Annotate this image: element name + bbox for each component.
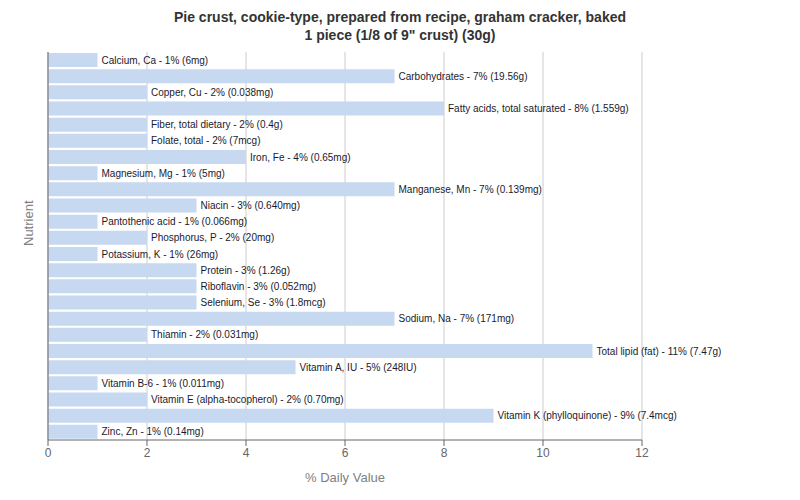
svg-text:Zinc, Zn - 1% (0.14mg): Zinc, Zn - 1% (0.14mg) (102, 426, 204, 437)
svg-text:Pantothenic acid - 1% (0.066mg: Pantothenic acid - 1% (0.066mg) (102, 216, 248, 227)
svg-text:Copper, Cu - 2% (0.038mg): Copper, Cu - 2% (0.038mg) (151, 87, 273, 98)
svg-text:4: 4 (243, 446, 250, 460)
svg-text:Total lipid (fat) - 11% (7.47g: Total lipid (fat) - 11% (7.47g) (597, 346, 722, 357)
svg-text:8: 8 (441, 446, 448, 460)
svg-text:Fiber, total dietary - 2% (0.4: Fiber, total dietary - 2% (0.4g) (151, 119, 283, 130)
svg-text:Folate, total - 2% (7mcg): Folate, total - 2% (7mcg) (151, 135, 260, 146)
svg-text:Protein - 3% (1.26g): Protein - 3% (1.26g) (201, 265, 291, 276)
svg-text:Sodium, Na - 7% (171mg): Sodium, Na - 7% (171mg) (399, 313, 515, 324)
svg-text:% Daily Value: % Daily Value (305, 470, 385, 485)
svg-text:Manganese, Mn - 7% (0.139mg): Manganese, Mn - 7% (0.139mg) (399, 184, 542, 195)
svg-text:Calcium, Ca - 1% (6mg): Calcium, Ca - 1% (6mg) (102, 55, 209, 66)
svg-text:0: 0 (45, 446, 52, 460)
svg-text:Magnesium, Mg - 1% (5mg): Magnesium, Mg - 1% (5mg) (102, 168, 225, 179)
svg-text:Fatty acids, total saturated -: Fatty acids, total saturated - 8% (1.559… (448, 103, 629, 114)
svg-text:Phosphorus, P - 2% (20mg): Phosphorus, P - 2% (20mg) (151, 232, 274, 243)
svg-text:Vitamin E (alpha-tocopherol) -: Vitamin E (alpha-tocopherol) - 2% (0.70m… (151, 394, 344, 405)
svg-text:Thiamin - 2% (0.031mg): Thiamin - 2% (0.031mg) (151, 329, 258, 340)
svg-text:Riboflavin - 3% (0.052mg): Riboflavin - 3% (0.052mg) (201, 281, 317, 292)
svg-text:Niacin - 3% (0.640mg): Niacin - 3% (0.640mg) (201, 200, 300, 211)
svg-text:Selenium, Se - 3% (1.8mcg): Selenium, Se - 3% (1.8mcg) (201, 297, 326, 308)
svg-text:10: 10 (536, 446, 550, 460)
svg-text:Potassium, K - 1% (26mg): Potassium, K - 1% (26mg) (102, 249, 219, 260)
svg-text:2: 2 (144, 446, 151, 460)
svg-text:12: 12 (635, 446, 649, 460)
html-text:Pie crust, cookie-type, prepar: Pie crust, cookie-type, prepared from re… (174, 9, 626, 43)
svg-text:6: 6 (342, 446, 349, 460)
svg-text:Nutrient: Nutrient (21, 200, 36, 246)
svg-text:Iron, Fe - 4% (0.65mg): Iron, Fe - 4% (0.65mg) (250, 152, 351, 163)
svg-text:Vitamin B-6 - 1% (0.011mg): Vitamin B-6 - 1% (0.011mg) (102, 378, 224, 389)
svg-text:Vitamin A, IU - 5% (248IU): Vitamin A, IU - 5% (248IU) (300, 362, 417, 373)
svg-text:Vitamin K (phylloquinone) - 9%: Vitamin K (phylloquinone) - 9% (7.4mcg) (498, 410, 677, 421)
svg-text:Carbohydrates - 7% (19.56g): Carbohydrates - 7% (19.56g) (399, 71, 528, 82)
